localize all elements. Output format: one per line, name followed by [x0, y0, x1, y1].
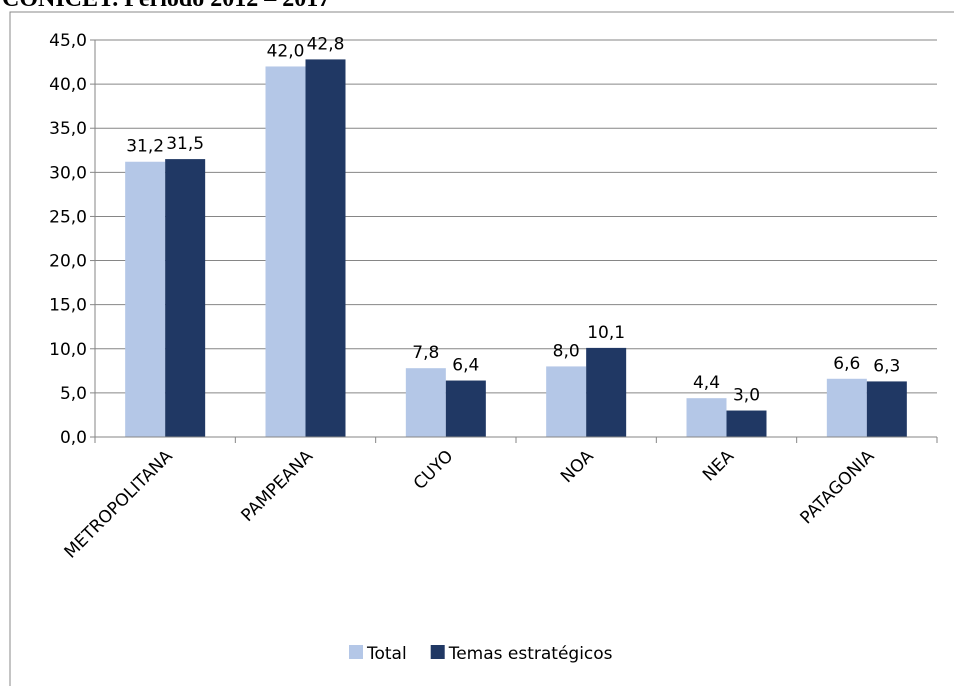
y-tick-label: 10,0 [49, 340, 87, 360]
value-label: 8,0 [553, 341, 580, 361]
y-tick-label: 5,0 [60, 384, 87, 404]
y-tick-label: 30,0 [49, 163, 87, 183]
bar [546, 366, 587, 437]
value-label: 42,0 [267, 41, 305, 61]
bar [586, 347, 627, 437]
legend-label: Temas estratégicos [448, 644, 613, 664]
value-label: 10,1 [587, 323, 625, 343]
value-label: 6,3 [873, 356, 900, 376]
bar [125, 161, 166, 437]
legend-label: Total [366, 644, 407, 664]
chart-title: CONICET. Período 2012 – 2017 [2, 0, 330, 12]
value-label: 31,2 [126, 137, 164, 157]
bar [686, 398, 727, 437]
y-tick-label: 20,0 [49, 252, 87, 272]
y-tick-label: 45,0 [49, 31, 87, 51]
bar [866, 381, 907, 437]
y-tick-label: 35,0 [49, 119, 87, 139]
y-tick-label: 40,0 [49, 75, 87, 95]
y-tick-label: 25,0 [49, 207, 87, 227]
bar [305, 59, 346, 438]
legend-swatch [430, 645, 445, 659]
bar [726, 410, 767, 437]
legend-swatch [349, 645, 363, 659]
value-label: 3,0 [733, 386, 760, 406]
value-label: 6,6 [833, 354, 860, 374]
value-label: 4,4 [693, 373, 720, 393]
bar [165, 159, 206, 437]
bar [445, 380, 486, 437]
value-label: 31,5 [166, 134, 204, 154]
bar [265, 66, 306, 437]
bar [826, 378, 867, 437]
bar [405, 368, 446, 437]
value-label: 42,8 [307, 34, 345, 54]
value-label: 7,8 [412, 343, 439, 363]
y-tick-label: 15,0 [49, 296, 87, 316]
y-tick-label: 0,0 [60, 428, 87, 448]
value-label: 6,4 [452, 356, 479, 376]
